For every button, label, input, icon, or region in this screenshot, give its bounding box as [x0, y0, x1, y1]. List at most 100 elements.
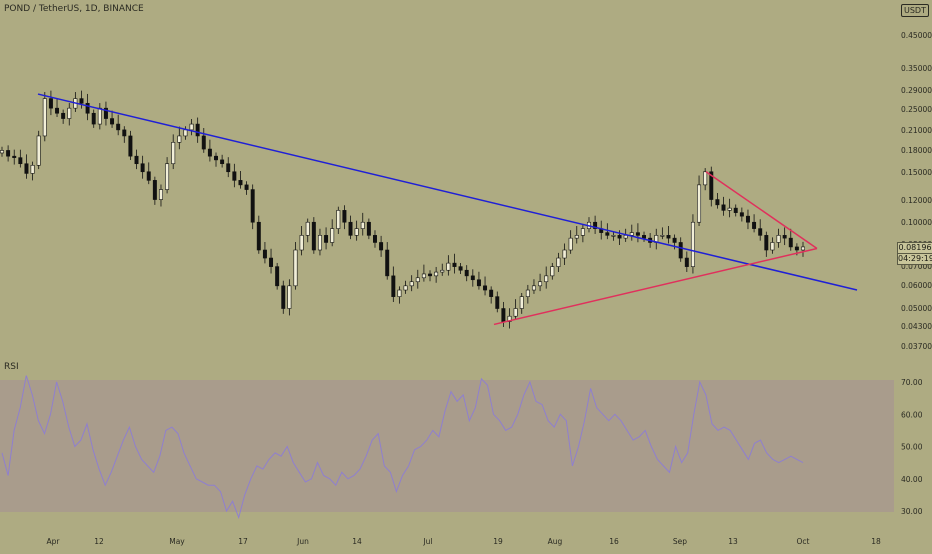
candle-up: [446, 262, 451, 271]
candle-down: [244, 184, 249, 190]
candle-up: [519, 296, 524, 309]
candle-down: [745, 215, 750, 223]
price-tick-label: 0.10000: [901, 218, 932, 227]
descending-resistance-line[interactable]: [37, 93, 858, 291]
price-tick-label: 0.04300: [901, 322, 932, 331]
candle-up: [397, 289, 402, 297]
currency-button[interactable]: USDT: [901, 4, 929, 17]
candle-down: [18, 157, 23, 165]
rsi-label: RSI: [4, 362, 19, 372]
candle-down: [794, 246, 799, 251]
candle-down: [201, 135, 206, 150]
candle-down: [373, 235, 377, 243]
candle-down: [666, 235, 671, 239]
candle-up: [568, 237, 573, 251]
candle-up: [801, 246, 805, 251]
rsi-line: [1, 375, 804, 520]
candle-up: [660, 235, 665, 237]
candle-up: [623, 235, 628, 239]
candle-up: [574, 235, 579, 239]
candle-up: [293, 249, 298, 287]
candle-down: [617, 235, 622, 239]
candle-up: [629, 232, 634, 236]
candle-down: [788, 237, 793, 248]
candle-up: [177, 135, 182, 143]
candle-down: [24, 163, 29, 174]
time-tick-label: 13: [728, 537, 738, 546]
candle-down: [79, 98, 84, 104]
rsi-band: [0, 380, 894, 512]
candle-up: [360, 221, 365, 229]
candle-up: [42, 98, 47, 137]
price-tick-label: 0.12000: [901, 196, 932, 205]
triangle-resistance-line[interactable]: [705, 171, 818, 250]
candle-down: [122, 129, 127, 137]
candle-down: [232, 171, 237, 181]
time-tick-label: Aug: [548, 537, 563, 546]
price-tick-label: 0.35000: [901, 64, 932, 73]
candle-down: [146, 171, 151, 181]
candle-up: [690, 221, 695, 267]
candle-up: [305, 221, 310, 236]
candle-down: [103, 107, 108, 119]
candle-up: [434, 271, 439, 277]
candle-down: [348, 221, 353, 236]
candle-up: [97, 107, 102, 125]
candle-up: [611, 235, 616, 237]
price-tick-label: 0.45000: [901, 31, 932, 40]
price-tick-label: 0.29000: [901, 86, 932, 95]
time-tick-label: 12: [94, 537, 104, 546]
candle-down: [458, 266, 463, 271]
candle-down: [152, 180, 157, 200]
candle-down: [275, 266, 280, 287]
time-tick-label: 18: [871, 537, 881, 546]
candle-down: [452, 262, 457, 267]
candle-down: [238, 180, 243, 186]
candle-down: [489, 289, 494, 297]
candle-down: [782, 235, 787, 239]
price-tick-label: 0.18000: [901, 146, 932, 155]
candle-down: [721, 204, 726, 211]
candle-up: [525, 289, 530, 297]
price-axis[interactable]: 0.45000 0.35000 0.29000 0.25000 0.21000 0.180…: [901, 31, 932, 351]
candle-up: [770, 242, 775, 251]
candle-down: [642, 235, 647, 239]
candle-up: [30, 164, 35, 174]
candle-down: [281, 285, 286, 309]
rsi-tick-label: 60.00: [901, 410, 923, 419]
candle-down: [55, 107, 60, 114]
price-tick-label: 0.05000: [901, 304, 932, 313]
countdown-tag: 04:29:19: [897, 253, 932, 265]
time-tick-label: 16: [609, 537, 619, 546]
rsi-tick-label: 50.00: [901, 443, 923, 452]
price-tick-label: 0.07000: [901, 262, 932, 271]
candles-group: [0, 90, 805, 329]
candle-down: [6, 150, 11, 157]
candle-down: [134, 155, 139, 165]
rsi-tick-label: 40.00: [901, 475, 923, 484]
candle-up: [36, 135, 41, 166]
candle-down: [752, 221, 757, 229]
price-tick-label: 0.03700: [901, 342, 932, 351]
candle-down: [385, 249, 390, 277]
candle-down: [91, 112, 96, 125]
candle-down: [593, 221, 598, 229]
time-axis[interactable]: Apr 12 May 17 Jun 14 Jul 19 Aug 16 Sep 13 Oct 18: [47, 537, 881, 546]
rsi-tick-label: 70.00: [901, 378, 923, 387]
time-tick-label: Jun: [296, 537, 309, 546]
candle-up: [403, 285, 408, 291]
time-tick-label: Oct: [797, 537, 810, 546]
rsi-axis[interactable]: 70.00 60.00 50.00 40.00 30.00: [901, 378, 923, 516]
candle-down: [715, 199, 720, 206]
candle-up: [317, 235, 322, 251]
candle-up: [507, 315, 512, 322]
candle-down: [476, 279, 481, 287]
time-tick-label: Jul: [422, 537, 432, 546]
time-tick-label: 17: [238, 537, 248, 546]
candle-down: [391, 275, 396, 297]
triangle-support-line[interactable]: [493, 247, 818, 326]
time-tick-label: Apr: [47, 537, 61, 546]
candle-down: [470, 275, 475, 281]
price-tick-label: 0.15000: [901, 168, 932, 177]
